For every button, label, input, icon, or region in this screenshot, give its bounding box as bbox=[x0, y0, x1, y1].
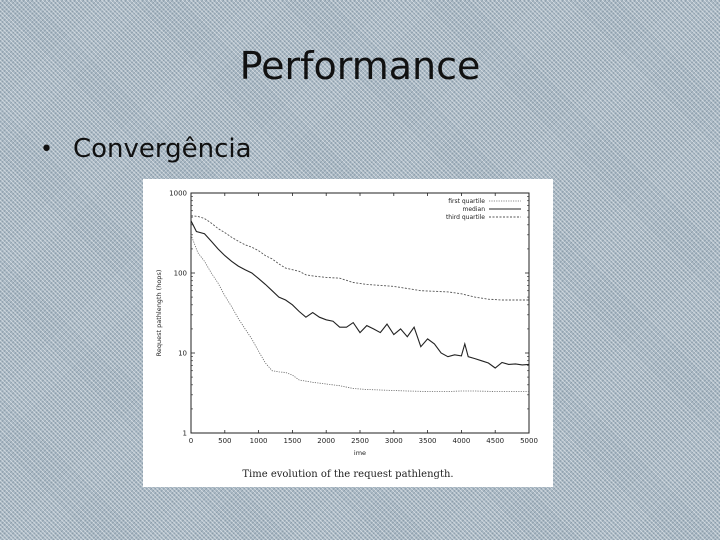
x-tick-label: 4500 bbox=[486, 437, 504, 445]
y-tick-label: 1000 bbox=[169, 190, 187, 198]
series-line-median bbox=[190, 220, 530, 369]
x-tick-label: 3500 bbox=[419, 437, 437, 445]
x-tick-label: 500 bbox=[218, 437, 231, 445]
y-tick-label: 1 bbox=[183, 430, 187, 438]
legend-label: median bbox=[463, 206, 486, 213]
bullet-dot-icon: • bbox=[40, 136, 53, 162]
bullet-item: • Convergência bbox=[40, 134, 252, 164]
figure-caption: Time evolution of the request pathlength… bbox=[242, 469, 454, 480]
series-line-third-quartile bbox=[190, 215, 529, 301]
x-tick-label: 3000 bbox=[385, 437, 403, 445]
slide-title: Performance bbox=[239, 44, 481, 88]
x-tick-label: 2500 bbox=[351, 437, 369, 445]
y-tick-label: 10 bbox=[178, 350, 187, 358]
legend-label: first quartile bbox=[448, 198, 485, 205]
line-chart: 0 500 1000 1500 2000 2500 3000 3500 4000 4500 5000… bbox=[155, 190, 538, 458]
series-line-first-quartile bbox=[190, 234, 529, 392]
legend-label: third quartile bbox=[446, 214, 485, 221]
y-tick-label: 100 bbox=[174, 270, 187, 278]
x-tick-label: 5000 bbox=[520, 437, 538, 445]
y-axis-label: Request pathlength (hops) bbox=[155, 270, 163, 357]
chart-figure: 0 500 1000 1500 2000 2500 3000 3500 4000 4500 5000… bbox=[143, 179, 553, 487]
x-tick-label: 0 bbox=[189, 437, 193, 445]
x-tick-label: 1500 bbox=[283, 437, 301, 445]
x-tick-label: 1000 bbox=[250, 437, 268, 445]
x-axis-label: ime bbox=[354, 449, 366, 457]
plot-frame bbox=[190, 192, 530, 434]
x-tick-label: 4000 bbox=[452, 437, 470, 445]
x-tick-label: 2000 bbox=[317, 437, 335, 445]
bullet-text: Convergência bbox=[72, 134, 252, 164]
